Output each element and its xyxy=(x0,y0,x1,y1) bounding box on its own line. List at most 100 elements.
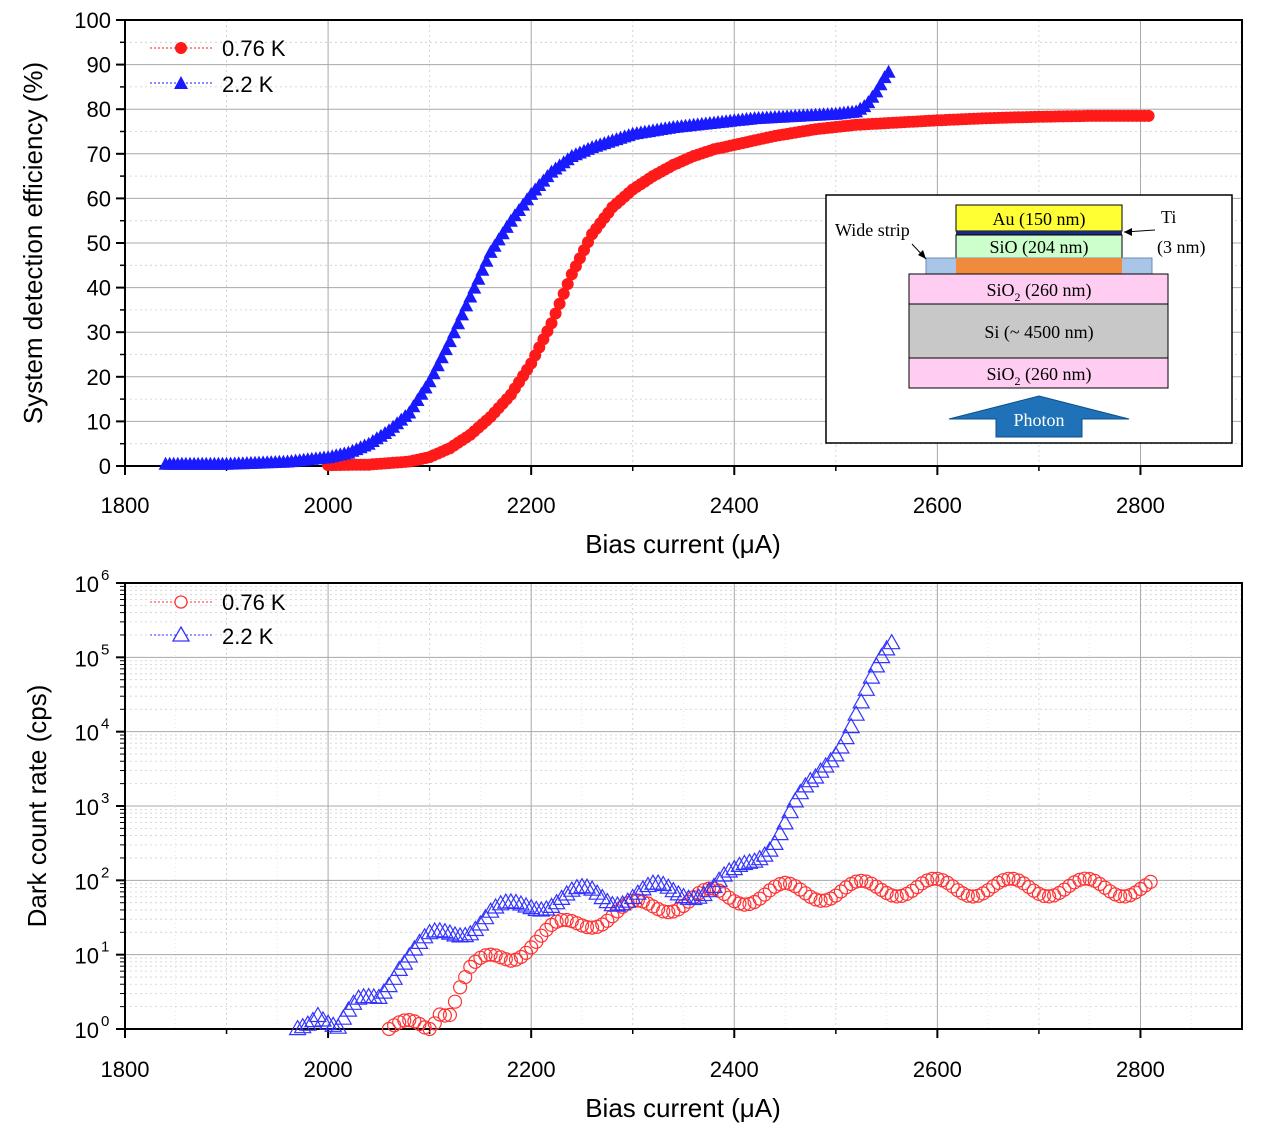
data-point-2.2K xyxy=(623,888,642,905)
data-point-0.76K xyxy=(503,953,518,968)
data-point-2.2K xyxy=(511,894,531,911)
data-point-0.76K xyxy=(945,879,960,894)
data-point-2.2K xyxy=(349,988,368,1005)
data-point-0.76K xyxy=(539,922,554,938)
data-point-0.76K xyxy=(579,919,595,935)
data-point-2.2K xyxy=(664,881,683,898)
data-point-2.2K xyxy=(765,834,784,851)
data-point-0.76K xyxy=(1118,889,1133,904)
data-point-2.2K xyxy=(467,280,482,294)
data-point-2.2K xyxy=(440,923,459,940)
data-point-2.2K xyxy=(463,289,478,303)
data-point-0.76K xyxy=(833,884,849,899)
data-point-2.2K xyxy=(775,813,795,830)
data-point-0.76K xyxy=(1041,889,1057,904)
data-point-2.2K xyxy=(877,639,896,656)
x-tick-label: 2600 xyxy=(913,493,962,518)
y-tick-label: 100 xyxy=(74,8,111,33)
data-point-0.76K xyxy=(925,871,940,887)
data-point-2.2K xyxy=(542,897,561,914)
data-point-0.76K xyxy=(752,891,767,906)
device-inset: Au (150 nm) SiO (204 nm) SiO2 (260 nm) S… xyxy=(825,194,1233,444)
sio2-bottom-label: SiO2 (260 nm) xyxy=(986,364,1091,388)
data-point-0.76K xyxy=(381,1021,397,1037)
data-point-2.2K xyxy=(659,877,678,894)
data-point-0.76K xyxy=(854,873,869,888)
data-point-2.2K xyxy=(390,960,409,977)
data-point-2.2K xyxy=(577,877,597,894)
data-point-2.2K xyxy=(598,892,617,909)
data-point-2.2K xyxy=(471,271,486,285)
y-tick-exponent: 0 xyxy=(101,1013,109,1030)
data-point-0.76K xyxy=(463,959,478,975)
data-point-2.2K xyxy=(669,884,688,901)
y-tick-exponent: 3 xyxy=(101,790,109,807)
ti-label: Ti xyxy=(1161,207,1176,227)
dark-count-x-axis-label: Bias current (μA) xyxy=(585,1093,781,1123)
data-point-2.2K xyxy=(475,262,490,276)
legend2-marker-2.2K xyxy=(171,625,191,642)
data-point-2.2K xyxy=(811,761,830,778)
dark-count-grid xyxy=(125,583,1242,1029)
data-point-2.2K xyxy=(438,342,453,356)
y-tick-label: 10 xyxy=(75,795,99,820)
dark-count-y-axis-label: Dark count rate (cps) xyxy=(22,685,52,928)
data-point-0.76K xyxy=(559,912,574,928)
y-tick-exponent: 4 xyxy=(101,716,109,733)
data-point-2.2K xyxy=(369,988,388,1005)
data-point-2.2K xyxy=(298,1014,317,1031)
data-point-2.2K xyxy=(567,878,586,895)
au-layer xyxy=(955,204,1123,232)
x-tick-label: 2800 xyxy=(1116,1057,1165,1082)
data-point-0.76K xyxy=(980,883,996,898)
data-point-0.76K xyxy=(808,892,823,907)
x-tick-label: 2400 xyxy=(710,1057,759,1082)
data-point-2.2K xyxy=(557,884,576,901)
data-point-0.76K xyxy=(960,888,975,903)
data-point-2.2K xyxy=(796,776,815,793)
data-point-2.2K xyxy=(826,745,845,762)
data-point-0.76K xyxy=(884,888,899,903)
data-point-2.2K xyxy=(491,894,510,911)
data-point-0.76K xyxy=(1016,876,1031,891)
data-point-0.76K xyxy=(600,913,615,928)
y-tick-label: 10 xyxy=(75,869,99,894)
data-point-2.2K xyxy=(694,885,713,902)
data-point-2.2K xyxy=(442,334,457,348)
data-point-0.76K xyxy=(483,947,498,962)
data-point-2.2K xyxy=(430,921,449,938)
data-point-0.76K xyxy=(737,897,752,912)
data-point-2.2K xyxy=(725,859,744,876)
data-point-0.76K xyxy=(757,887,772,902)
data-point-2.2K xyxy=(547,893,566,910)
dark-count-legend: 0.76 K 2.2 K xyxy=(150,590,286,649)
data-point-2.2K xyxy=(873,77,888,91)
data-point-2.2K xyxy=(329,1017,348,1034)
ti-pointer-head xyxy=(1124,228,1132,236)
data-point-2.2K xyxy=(506,893,526,910)
data-point-0.76K xyxy=(762,883,777,898)
data-point-0.76K xyxy=(716,886,732,902)
efficiency-marks xyxy=(158,64,1155,472)
data-point-0.76K xyxy=(437,1008,452,1023)
data-point-2.2K xyxy=(821,751,840,768)
sio2-top-label: SiO2 (260 nm) xyxy=(986,280,1091,304)
data-point-0.76K xyxy=(828,888,843,903)
y-tick-exponent: 6 xyxy=(101,567,109,584)
data-point-2.2K xyxy=(755,845,774,862)
data-point-2.2K xyxy=(628,883,647,900)
data-point-0.76K xyxy=(595,917,610,932)
data-point-0.76K xyxy=(513,949,529,965)
sio2-bottom-layer xyxy=(908,357,1169,389)
efficiency-chart: 0 10 20 30 40 50 60 70 80 90 100 1800 2000 2200 2400 26… xyxy=(18,8,1243,559)
sio-label: SiO (204 nm) xyxy=(990,237,1089,258)
data-point-2.2K xyxy=(459,298,474,312)
data-point-0.76K xyxy=(397,1013,412,1028)
y-tick-label: 30 xyxy=(87,320,111,345)
y-tick-exponent: 1 xyxy=(101,939,109,956)
data-point-2.2K xyxy=(455,307,470,321)
data-point-0.76K xyxy=(549,307,562,320)
data-point-0.76K xyxy=(498,952,513,967)
x-tick-label: 1800 xyxy=(101,493,150,518)
